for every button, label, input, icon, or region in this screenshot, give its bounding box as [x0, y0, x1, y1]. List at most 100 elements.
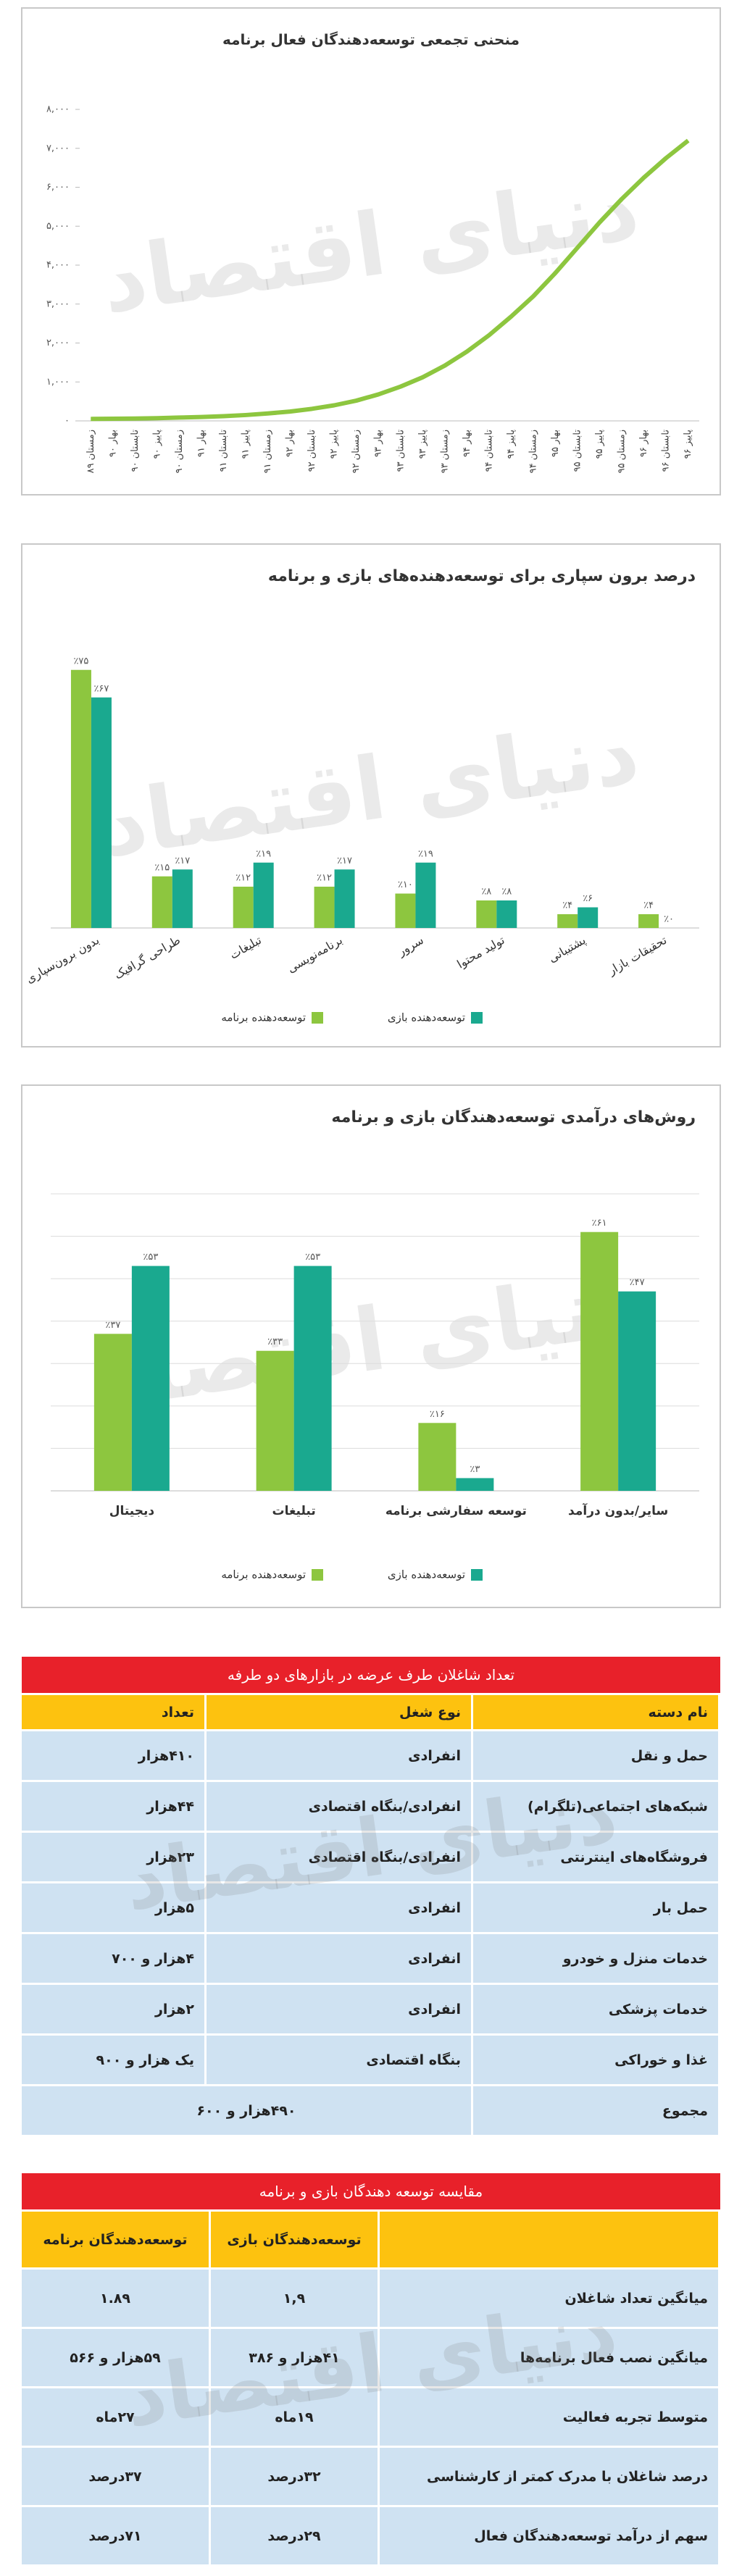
- table-cell: ۴۱۰هزار: [20, 1729, 207, 1782]
- bar: [314, 887, 335, 928]
- x-tick-label: تابستان ۹۶: [661, 430, 672, 472]
- value-label: ٪۳۷: [105, 1320, 120, 1331]
- legend-swatch: [312, 1012, 323, 1024]
- x-tick-label: تابستان ۹۴: [483, 430, 494, 472]
- value-label: ٪۱۵: [154, 862, 170, 873]
- data-line: [91, 138, 690, 422]
- x-tick-label: پاییز ۹۳: [417, 430, 428, 459]
- x-tick-label: زمستان ۹۵: [617, 430, 628, 473]
- table-cell: فروشگاه‌های اینترنتی: [471, 1831, 720, 1883]
- table-cell: میانگین تعداد شاغلان: [378, 2267, 720, 2329]
- table-cell: ۴۱هزار و ۳۸۶: [209, 2327, 380, 2388]
- bar: [253, 862, 274, 928]
- table-row: خدمات منزل و خودرو انفرادی ۴هزار و ۷۰۰: [20, 1932, 720, 1985]
- bar: [578, 907, 599, 928]
- value-label: ٪۳: [470, 1464, 480, 1475]
- chart-title: روش‌های درآمدی توسعه‌دهندگان بازی و برنا…: [331, 1106, 696, 1126]
- table-cell: سهم از درآمد توسعه‌دهندگان فعال: [378, 2505, 720, 2567]
- x-tick-label: بهار ۹۳: [373, 430, 384, 457]
- bar: [618, 1291, 656, 1491]
- bar: [70, 669, 91, 928]
- y-tick-label: ۶,۰۰۰: [46, 182, 70, 193]
- bar: [418, 1423, 457, 1491]
- legend-swatch: [471, 1012, 483, 1024]
- table-row: فروشگاه‌های اینترنتی انفرادی/بنگاه اقتصاد…: [20, 1831, 720, 1883]
- value-label: ٪۳۳: [267, 1337, 283, 1347]
- bar: [415, 862, 436, 928]
- table-row: متوسط تجربه فعالیت ۱۹ماه ۲۷ماه: [20, 2386, 720, 2448]
- x-tick-label: بهار ۹۵: [550, 430, 561, 457]
- x-tick-label: تبلیغات: [272, 1504, 315, 1518]
- table-row: سهم از درآمد توسعه‌دهندگان فعال ۲۹درصد ۷۱د…: [20, 2505, 720, 2567]
- header-row: توسعه‌دهندگان بازی توسعه‌دهندگان برنامه: [20, 2209, 720, 2270]
- bar: [256, 1350, 294, 1491]
- y-tick-label: ۲,۰۰۰: [46, 338, 70, 348]
- value-label: ٪۶۷: [93, 683, 109, 694]
- table-cell: ۳۲درصد: [209, 2446, 380, 2507]
- y-tick-label: ۷,۰۰۰: [46, 143, 70, 154]
- value-label: ٪۴: [643, 900, 654, 911]
- table-title: مقایسه توسعه دهندگان بازی و برنامه: [22, 2173, 720, 2209]
- bar: [496, 900, 517, 928]
- table-cell: ۷۱درصد: [20, 2505, 211, 2567]
- table-cell: خدمات منزل و خودرو: [471, 1932, 720, 1985]
- x-tick-label: زمستان ۹۲: [351, 430, 362, 473]
- legend-label: توسعه‌دهنده بازی: [388, 1568, 465, 1581]
- x-tick-label: پاییز ۹۶: [683, 430, 693, 459]
- table-row: شبکه‌های اجتماعی(تلگرام) انفرادی/بنگاه اق…: [20, 1780, 720, 1833]
- x-tick-label: پاییز ۹۰: [151, 430, 162, 459]
- x-tick-label: بهار ۹۶: [638, 430, 649, 457]
- total-label: مجموع: [471, 2084, 720, 2137]
- bar: [91, 697, 112, 928]
- bar: [172, 869, 193, 928]
- value-label: ٪۰: [664, 914, 674, 925]
- table-cell: میانگین نصب فعال برنامه‌ها: [378, 2327, 720, 2388]
- y-tick-label: ۰: [64, 416, 70, 427]
- bar: [93, 1334, 132, 1491]
- table-row: حمل بار انفرادی ۵هزار: [20, 1881, 720, 1934]
- total-value: ۴۹۰هزار و ۶۰۰: [20, 2084, 473, 2137]
- bar: [151, 876, 172, 928]
- table-cell: انفرادی: [204, 1729, 473, 1782]
- table-cell: ۲۷ماه: [20, 2386, 211, 2448]
- x-tick-label: تابستان ۹۳: [395, 430, 406, 472]
- x-tick-label: بهار ۹۰: [107, 430, 118, 457]
- value-label: ٪۱۲: [235, 873, 251, 884]
- x-tick-label: پاییز ۹۲: [329, 430, 340, 459]
- header-cell: توسعه‌دهندگان بازی: [209, 2209, 380, 2270]
- x-tick-label: تابستان ۹۰: [130, 430, 141, 472]
- value-label: ٪۸: [501, 887, 512, 898]
- x-tick-label: پاییز ۹۱: [241, 430, 251, 459]
- value-label: ٪۶: [583, 893, 593, 904]
- x-tick-label: زمستان ۹۰: [174, 430, 185, 473]
- bar: [580, 1231, 619, 1491]
- table: توسعه‌دهندگان بازی توسعه‌دهندگان برنامه می…: [20, 2209, 720, 2567]
- table-cell: انفرادی/بنگاه اقتصادی: [204, 1780, 473, 1833]
- legend-label: توسعه‌دهنده بازی: [388, 1011, 465, 1024]
- total-row: مجموع ۴۹۰هزار و ۶۰۰: [20, 2084, 720, 2137]
- bar: [131, 1266, 170, 1491]
- table-cell: ۲هزار: [20, 1983, 207, 2036]
- table: نام دسته نوع شغل تعداد حمل و نقل انفرادی ۴۱۰ه…: [20, 1693, 720, 2137]
- table-cell: ۱۹ماه: [209, 2386, 380, 2448]
- header-cell: [378, 2209, 720, 2270]
- table-row: میانگین نصب فعال برنامه‌ها ۴۱هزار و ۳۸۶ ۵۹…: [20, 2327, 720, 2388]
- table-cell: بنگاه اقتصادی: [204, 2033, 473, 2086]
- table-cell: ۳۷درصد: [20, 2446, 211, 2507]
- table-row: درصد شاغلان با مدرک کمتر از کارشناسی ۳۲در…: [20, 2446, 720, 2507]
- table-cell: ۱,۹: [209, 2267, 380, 2329]
- bar: [395, 893, 416, 928]
- table-cell: ۲۳هزار: [20, 1831, 207, 1883]
- table-workers: تعداد شاغلان طرف عرضه در بازارهای دو طرف…: [20, 1657, 720, 2137]
- x-tick-label: دیجیتال: [109, 1504, 155, 1518]
- table-cell: انفرادی: [204, 1932, 473, 1985]
- x-tick-label: تابستان ۹۱: [218, 430, 229, 472]
- value-label: ٪۷۵: [73, 656, 88, 666]
- y-tick-label: ۴,۰۰۰: [46, 260, 70, 271]
- table-cell: انفرادی/بنگاه اقتصادی: [204, 1831, 473, 1883]
- bar: [334, 869, 355, 928]
- x-tick-label: پاییز ۹۵: [594, 430, 605, 459]
- value-label: ٪۱۹: [418, 848, 433, 859]
- table-cell: حمل بار: [471, 1881, 720, 1934]
